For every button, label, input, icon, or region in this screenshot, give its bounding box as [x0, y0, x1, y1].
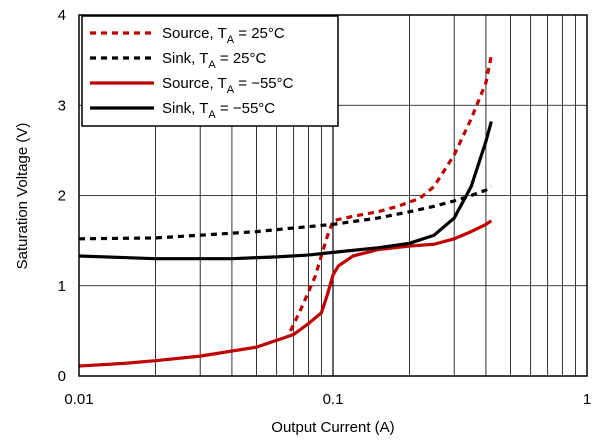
y-tick-label: 2 — [58, 188, 66, 205]
plot-border — [78, 14, 588, 377]
x-tick-label: 0.01 — [64, 391, 93, 408]
legend-label-2: Sink, TA = 25°C — [162, 50, 267, 71]
y-tick-label: 4 — [58, 7, 66, 24]
x-tick-label: 0.1 — [323, 391, 344, 408]
series-line-4 — [78, 121, 493, 261]
legend-label-1: Source, TA = 25°C — [162, 25, 285, 46]
legend-label-3: Source, TA = −55°C — [162, 75, 294, 96]
series-line-1 — [289, 55, 493, 332]
y-tick-label: 0 — [58, 368, 66, 385]
y-tick-label: 3 — [58, 97, 66, 114]
legend-label-4: Sink, TA = −55°C — [162, 100, 275, 121]
series-line-2 — [78, 185, 493, 241]
y-axis-label: Saturation Voltage (V) — [14, 123, 31, 270]
tick-labels: 0.01 0.1 1 0 1 2 3 4 — [58, 7, 592, 408]
plot-frame — [78, 14, 588, 377]
series-lines — [78, 55, 493, 368]
x-tick-label: 1 — [583, 391, 591, 408]
series-line-3 — [78, 219, 493, 368]
y-tick-label: 1 — [58, 278, 66, 295]
x-axis-label: Output Current (A) — [271, 419, 394, 436]
legend: Source, TA = 25°C Sink, TA = 25°C Source, … — [81, 15, 339, 127]
